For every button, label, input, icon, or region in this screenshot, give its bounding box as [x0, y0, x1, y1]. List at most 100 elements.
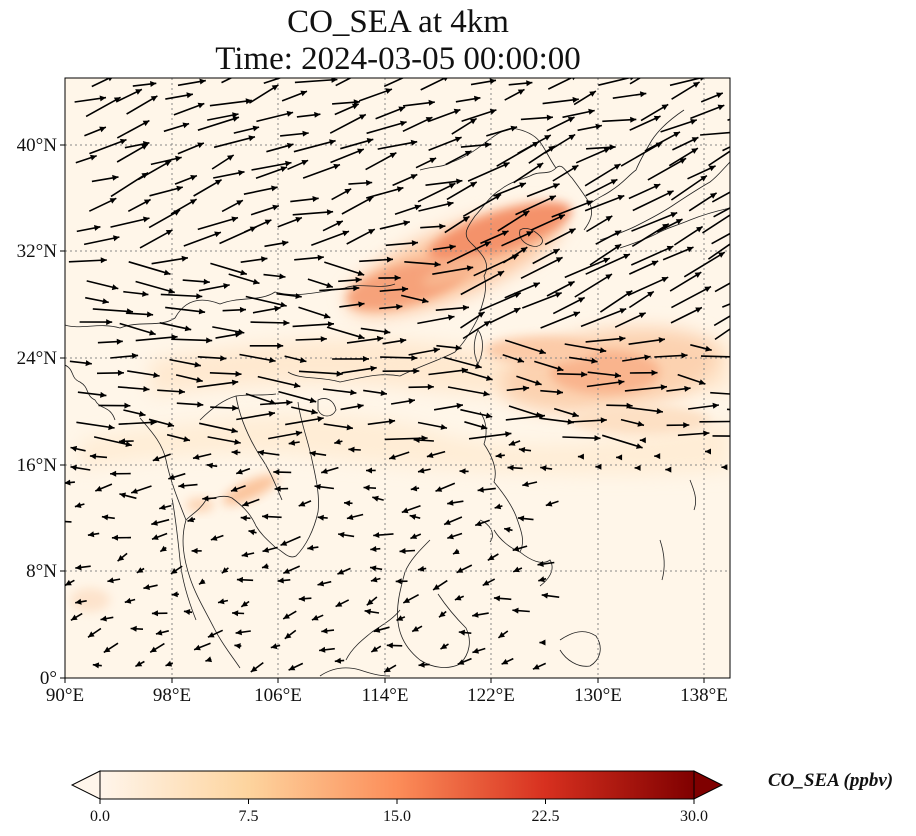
wind-arrow: [727, 118, 730, 122]
wind-arrowhead: [383, 328, 391, 335]
wind-arrow: [221, 78, 233, 84]
wind-arrow: [446, 240, 492, 264]
wind-arrowhead: [700, 78, 705, 81]
wind-arrowhead: [189, 199, 197, 205]
wind-arrowhead: [358, 301, 365, 308]
wind-arrowhead: [143, 386, 150, 392]
wind-arrowhead: [155, 629, 163, 636]
axis-ticks: [60, 144, 705, 683]
wind-arrowhead: [100, 615, 107, 622]
wind-arrowhead: [572, 78, 576, 81]
wind-arrow: [135, 280, 176, 294]
wind-arrow: [708, 150, 730, 167]
wind-arrow: [292, 210, 334, 216]
wind-arrowhead: [412, 626, 419, 632]
wind-arrowhead: [252, 278, 260, 285]
wind-arrowhead: [376, 335, 384, 342]
wind-arrowhead: [568, 134, 576, 141]
wind-arrowhead: [124, 597, 132, 604]
wind-arrowhead: [257, 449, 265, 456]
wind-arrowhead: [567, 117, 575, 123]
wind-arrowhead: [690, 119, 697, 125]
wind-arrow: [209, 99, 253, 107]
wind-arrowhead: [143, 584, 150, 590]
wind-arrowhead: [235, 370, 242, 377]
wind-arrowhead: [455, 344, 462, 351]
wind-arrowhead: [588, 108, 595, 115]
wind-arrow: [562, 436, 601, 440]
wind-arrowhead: [538, 576, 545, 583]
wind-arrowhead: [163, 269, 171, 276]
wind-arrow: [256, 111, 294, 123]
wind-arrowhead: [581, 371, 588, 378]
wind-arrowhead: [396, 186, 404, 193]
wind-arrowhead: [485, 412, 493, 419]
wind-arrow: [497, 210, 530, 232]
wind-arrowhead: [505, 431, 512, 438]
wind-arrowhead: [482, 580, 490, 586]
wind-arrow: [564, 257, 611, 279]
wind-arrowhead: [619, 308, 627, 314]
wind-arrow: [707, 243, 730, 260]
wind-arrowhead: [614, 372, 621, 379]
colorbar: 0.0 7.5 15.0 22.5 30.0: [70, 770, 724, 825]
wind-arrowhead: [700, 175, 707, 182]
wind-arrowhead: [675, 219, 683, 225]
wind-arrowhead: [630, 78, 634, 81]
wind-arrowhead: [389, 454, 396, 460]
colorbar-under-extend: [70, 770, 101, 800]
wind-arrowhead: [293, 382, 301, 389]
wind-arrowhead: [591, 357, 598, 364]
wind-arrowhead: [614, 244, 622, 251]
wind-arrowhead: [483, 390, 490, 397]
wind-arrow: [116, 119, 150, 139]
wind-arrow: [586, 380, 625, 388]
lon-tick-label: 122°E: [467, 685, 515, 706]
wind-arrowhead: [321, 468, 328, 474]
wind-arrowhead: [271, 84, 279, 91]
wind-arrowhead: [280, 301, 287, 308]
wind-arrowhead: [242, 500, 249, 507]
wind-arrowhead: [147, 311, 154, 318]
wind-arrowhead: [661, 104, 669, 111]
wind-arrow: [92, 308, 134, 313]
wind-arrowhead: [274, 485, 281, 492]
wind-arrowhead: [111, 284, 119, 291]
wind-arrowhead: [538, 413, 545, 420]
wind-arrowhead: [281, 240, 289, 247]
wind-arrowhead: [149, 329, 156, 336]
wind-arrowhead: [497, 271, 505, 277]
wind-arrowhead: [235, 629, 242, 636]
wind-arrowhead: [572, 96, 579, 103]
wind-arrow: [404, 261, 441, 266]
wind-arrowhead: [410, 533, 418, 539]
wind-arrowhead: [250, 666, 258, 672]
wind-arrow: [644, 131, 681, 152]
wind-arrowhead: [403, 220, 410, 227]
wind-arrowhead: [245, 98, 252, 105]
wind-arrowhead: [362, 355, 369, 362]
wind-arrowhead: [244, 68, 251, 73]
wind-arrowhead: [653, 183, 661, 190]
wind-arrowhead: [403, 597, 410, 603]
wind-arrowhead: [526, 80, 533, 87]
wind-arrowhead: [396, 303, 403, 310]
wind-arrow: [319, 287, 360, 292]
wind-arrowhead: [578, 297, 585, 303]
wind-arrowhead: [439, 223, 446, 230]
wind-arrowhead: [368, 229, 375, 235]
wind-arrowhead: [214, 231, 221, 238]
wind-arrowhead: [517, 89, 525, 95]
wind-arrowhead: [518, 447, 526, 453]
wind-arrowhead: [350, 389, 357, 396]
wind-arrowhead: [603, 257, 610, 264]
wind-arrowhead: [386, 256, 393, 263]
wind-arrowhead: [577, 453, 584, 460]
wind-arrowhead: [239, 306, 246, 313]
wind-arrowhead: [319, 646, 326, 653]
wind-arrowhead: [329, 139, 336, 146]
wind-arrowhead: [626, 402, 633, 409]
wind-arrowhead: [139, 410, 146, 417]
wind-arrowhead: [100, 257, 107, 264]
